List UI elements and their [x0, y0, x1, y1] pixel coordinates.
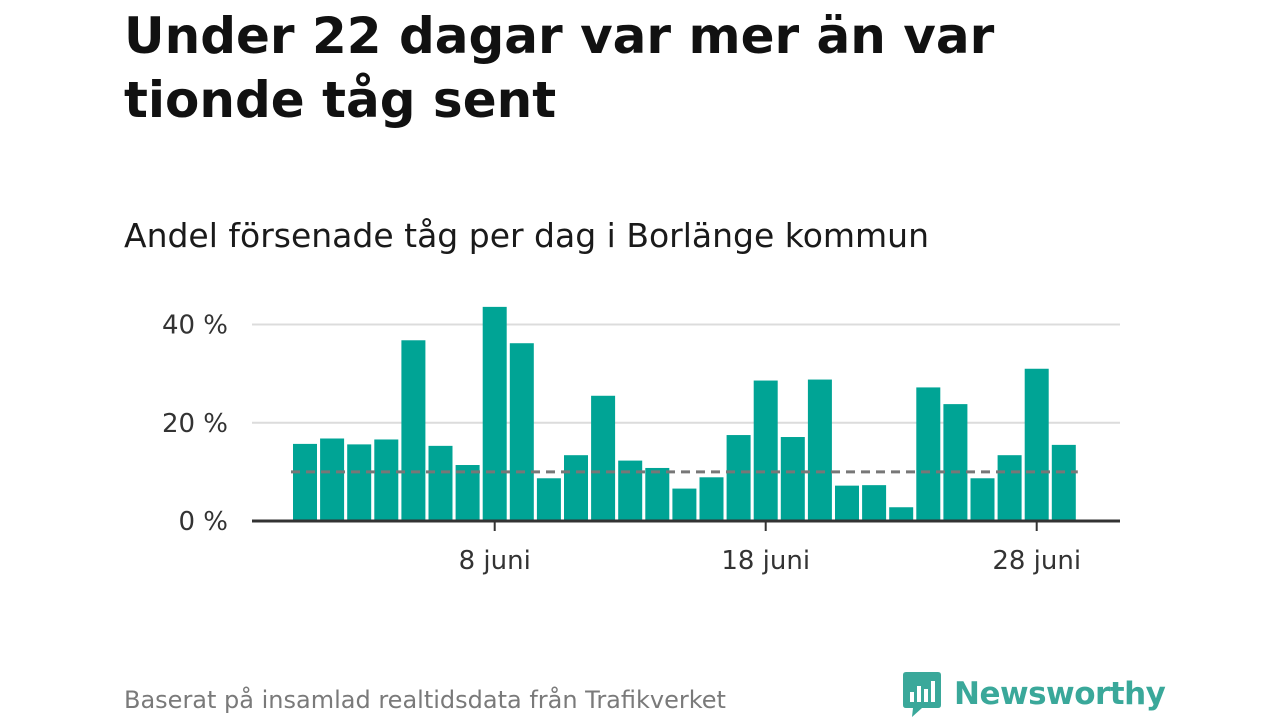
bar: [753, 380, 778, 521]
bars: [293, 306, 1076, 521]
y-tick-label: 0 %: [178, 507, 228, 537]
brand-name: Newsworthy: [954, 676, 1166, 712]
x-tick-label: 28 juni: [992, 546, 1081, 576]
bar-chart-speech-bubble-icon: [903, 672, 941, 717]
bar: [943, 404, 968, 521]
bar: [536, 478, 561, 521]
bar: [645, 467, 670, 521]
bar: [618, 460, 643, 521]
bar: [780, 437, 805, 521]
x-tick-label: 18 juni: [721, 546, 810, 576]
bar: [916, 387, 941, 521]
bar: [862, 485, 887, 521]
bar: [564, 455, 588, 521]
bar: [1051, 444, 1076, 521]
bar: [320, 438, 345, 521]
y-tick-label: 40 %: [162, 311, 228, 341]
chart-title: Under 22 dagar var mer än var tionde tåg…: [124, 7, 995, 129]
chart-subtitle: Andel försenade tåg per dag i Borlänge k…: [124, 216, 930, 255]
bar: [482, 306, 507, 521]
bar: [1024, 368, 1049, 521]
y-tick-label: 20 %: [162, 409, 228, 439]
bar: [970, 478, 995, 521]
bar: [726, 435, 751, 521]
x-axis-ticks: 8 juni 18 juni 28 juni: [459, 521, 1081, 576]
bar: [455, 465, 480, 521]
bar: [428, 445, 453, 521]
bar: [807, 379, 832, 521]
bar: [699, 477, 724, 521]
bar: [293, 443, 317, 521]
gridlines: [252, 323, 1120, 424]
bar: [509, 343, 534, 521]
bar: [672, 488, 697, 521]
bar: [889, 507, 914, 521]
bar: [997, 455, 1022, 521]
bar: [374, 439, 399, 521]
bar: [401, 340, 426, 521]
bar: [835, 485, 859, 521]
source-note: Baserat på insamlad realtidsdata från Tr…: [124, 686, 726, 714]
brand-logo: Newsworthy: [902, 670, 1166, 718]
bar: [347, 444, 372, 521]
bar: [591, 395, 616, 521]
y-axis-ticks: 0 % 20 % 40 %: [162, 311, 228, 537]
x-tick-label: 8 juni: [459, 546, 531, 576]
